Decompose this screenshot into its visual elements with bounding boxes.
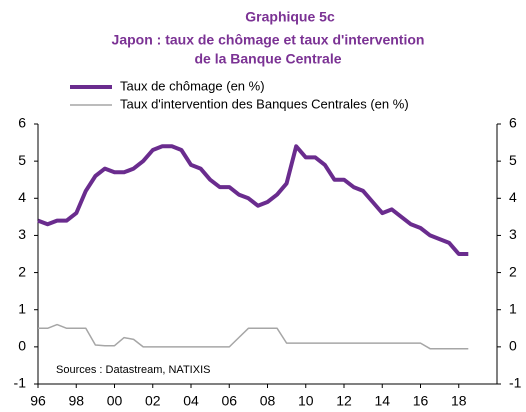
y-tick-label: 2 <box>18 263 26 279</box>
y2-tick-label: 6 <box>509 115 517 131</box>
chart-title: Graphique 5c <box>245 9 335 25</box>
x-tick-label: 16 <box>413 393 429 409</box>
y2-tick-label: 3 <box>509 226 517 242</box>
y2-tick-label: 5 <box>509 152 517 168</box>
x-tick-label: 18 <box>451 393 467 409</box>
legend-label: Taux d'intervention des Banques Centrale… <box>120 96 409 111</box>
y2-tick-label: -1 <box>509 375 522 391</box>
y-tick-label: 4 <box>18 189 26 205</box>
x-tick-label: 10 <box>298 393 314 409</box>
y2-tick-label: 1 <box>509 300 517 316</box>
y-tick-label: -1 <box>14 375 27 391</box>
y-tick-label: 1 <box>18 300 26 316</box>
x-tick-label: 02 <box>145 393 161 409</box>
chart-subtitle: Japon : taux de chômage et taux d'interv… <box>112 32 425 48</box>
y-tick-label: 3 <box>18 226 26 242</box>
y-tick-label: 0 <box>18 338 26 354</box>
y2-tick-label: 2 <box>509 263 517 279</box>
y-tick-label: 6 <box>18 115 26 131</box>
x-tick-label: 04 <box>183 393 199 409</box>
x-tick-label: 00 <box>107 393 123 409</box>
y2-tick-label: 4 <box>509 189 517 205</box>
x-tick-label: 06 <box>221 393 237 409</box>
x-tick-label: 12 <box>336 393 352 409</box>
x-tick-label: 96 <box>30 393 46 409</box>
legend-label: Taux de chômage (en %) <box>120 78 265 93</box>
y2-tick-label: 0 <box>509 338 517 354</box>
x-tick-label: 98 <box>68 393 84 409</box>
x-tick-label: 14 <box>374 393 390 409</box>
annotation: Sources : Datastream, NATIXIS <box>56 364 210 376</box>
series-line <box>37 144 469 256</box>
x-tick-label: 08 <box>260 393 276 409</box>
y-tick-label: 5 <box>18 152 26 168</box>
chart-subtitle: de la Banque Centrale <box>194 51 341 67</box>
series-line <box>38 323 469 350</box>
